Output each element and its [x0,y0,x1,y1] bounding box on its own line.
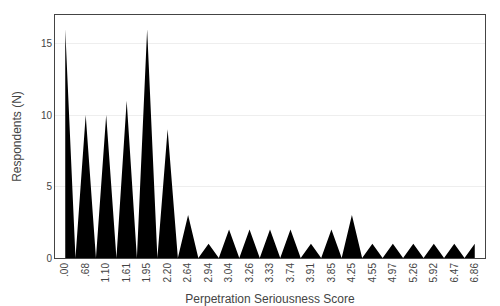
svg-text:3.33: 3.33 [264,263,275,283]
svg-text:3.91: 3.91 [305,263,316,283]
svg-text:3.04: 3.04 [223,263,234,283]
svg-text:0: 0 [46,253,52,264]
svg-text:10: 10 [41,110,53,121]
svg-text:5.26: 5.26 [408,263,419,283]
svg-text:.68: .68 [80,263,91,277]
svg-text:1.61: 1.61 [121,263,132,283]
svg-text:2.64: 2.64 [182,263,193,283]
svg-text:1.10: 1.10 [100,263,111,283]
svg-text:.00: .00 [59,263,70,277]
svg-text:4.55: 4.55 [367,263,378,283]
svg-text:3.85: 3.85 [326,263,337,283]
svg-text:Respondents (N): Respondents (N) [10,91,24,182]
svg-text:3.26: 3.26 [244,263,255,283]
svg-text:6.86: 6.86 [469,263,480,283]
svg-text:2.94: 2.94 [203,263,214,283]
svg-text:4.97: 4.97 [387,263,398,283]
svg-text:5: 5 [46,181,52,192]
svg-text:6.47: 6.47 [449,263,460,283]
svg-text:3.74: 3.74 [285,263,296,283]
svg-text:5.92: 5.92 [428,263,439,283]
svg-text:4.25: 4.25 [346,263,357,283]
svg-text:2.20: 2.20 [162,263,173,283]
svg-text:15: 15 [41,38,53,49]
svg-text:Perpetration Seriousness Score: Perpetration Seriousness Score [185,292,355,306]
svg-text:1.95: 1.95 [141,263,152,283]
